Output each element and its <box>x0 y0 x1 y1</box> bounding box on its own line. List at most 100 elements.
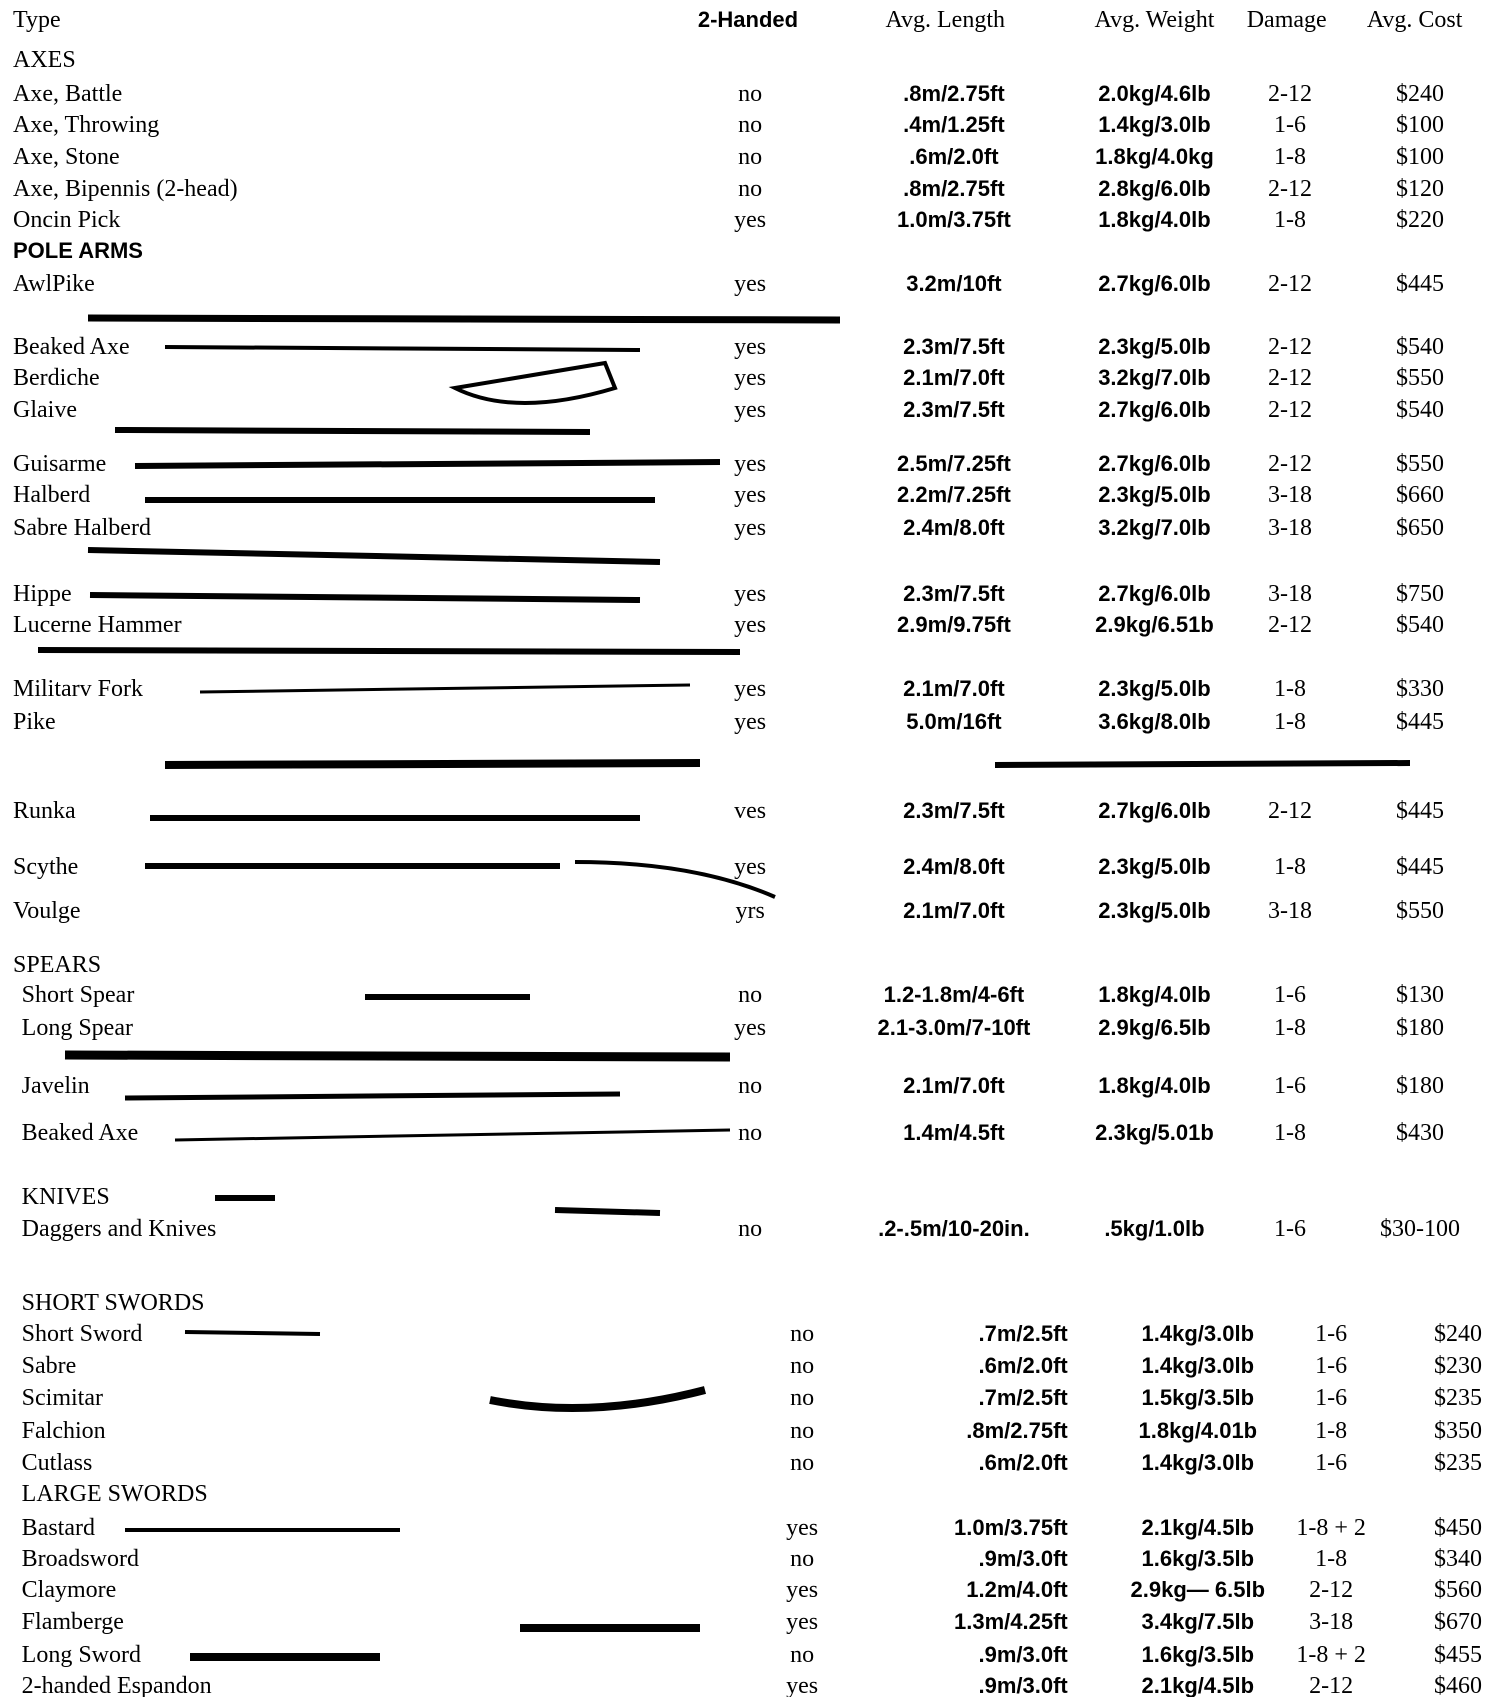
weapon-type: Short Spear <box>21 982 135 1009</box>
avg-weight: 3.2kg/7.0lb <box>1098 365 1211 391</box>
avg-cost: $220 <box>1396 207 1445 234</box>
avg-length: .4m/1.25ft <box>903 111 1005 137</box>
avg-cost: $460 <box>1433 1672 1482 1697</box>
avg-length: 2.1m/7.0ft <box>903 897 1005 923</box>
avg-cost: $235 <box>1433 1385 1482 1412</box>
avg-cost: $445 <box>1396 271 1445 297</box>
scythe-blade-drawing <box>574 860 776 899</box>
avg-cost: $30-100 <box>1380 1216 1461 1243</box>
avg-cost: $750 <box>1396 581 1445 608</box>
section-title: LARGE SWORDS <box>21 1480 208 1507</box>
avg-cost: $445 <box>1396 797 1445 824</box>
two-handed: yes <box>786 1608 819 1635</box>
two-handed: yes <box>734 854 767 881</box>
avg-weight: 1.8kg/4.0lb <box>1098 982 1211 1008</box>
damage: 1-8 <box>1315 1545 1348 1572</box>
damage: 1-6 <box>1273 982 1306 1009</box>
weapon-type: Bastard <box>21 1515 95 1542</box>
avg-cost: $560 <box>1433 1577 1482 1604</box>
weapon-type: Cutlass <box>21 1450 93 1477</box>
avg-length: .6m/2.0ft <box>978 1450 1068 1476</box>
two-handed: yes <box>734 708 767 735</box>
avg-cost: $670 <box>1433 1608 1482 1635</box>
avg-weight: 1.4kg/3.0lb <box>1141 1450 1255 1476</box>
avg-weight: 2.3kg/5.0lb <box>1098 897 1211 923</box>
avg-weight: 2.0kg/4.6lb <box>1098 81 1211 107</box>
damage: 1-8 <box>1273 207 1306 234</box>
weapon-type: Hippe <box>13 581 72 608</box>
two-handed: yes <box>734 450 767 477</box>
damage: 1-8 + 2 <box>1296 1642 1366 1669</box>
two-handed: yes <box>734 271 767 297</box>
avg-weight: 1.4kg/3.0lb <box>1098 111 1211 137</box>
damage: 1-6 <box>1273 1216 1306 1243</box>
damage: 3-18 <box>1267 897 1312 924</box>
javelin-drawing <box>124 1091 621 1101</box>
weapon-type: Militarv Fork <box>13 676 143 703</box>
avg-length: 2.5m/7.25ft <box>897 450 1011 476</box>
damage: 1-8 <box>1273 1014 1306 1041</box>
avg-weight: 3.2kg/7.0lb <box>1098 514 1211 540</box>
damage: 2-12 <box>1267 797 1312 824</box>
damage: 1-6 <box>1315 1321 1348 1348</box>
damage: 2-12 <box>1267 612 1312 639</box>
avg-weight: 1.8kg/4.0lb <box>1098 207 1211 233</box>
section-title: POLE ARMS <box>13 238 143 264</box>
two-handed: yes <box>734 482 767 509</box>
avg-length: .9m/3.0ft <box>978 1672 1068 1697</box>
damage: 1-8 + 2 <box>1296 1515 1366 1542</box>
avg-weight: 1.8kg/4.01b <box>1138 1417 1258 1443</box>
two-handed: yes <box>734 612 767 639</box>
weapon-type: Flamberge <box>21 1608 124 1635</box>
two-handed: yes <box>786 1515 819 1542</box>
avg-cost: $660 <box>1396 482 1445 509</box>
avg-length: 1.4m/4.5ft <box>903 1119 1005 1145</box>
weapon-type: Axe, Battle <box>13 81 123 108</box>
weapon-type: Oncin Pick <box>13 207 121 234</box>
avg-cost: $430 <box>1396 1119 1445 1146</box>
avg-cost: $445 <box>1396 708 1445 735</box>
two-handed: no <box>738 144 763 171</box>
damage: 1-6 <box>1315 1450 1348 1477</box>
two-handed: yes <box>734 396 767 423</box>
damage: 3-18 <box>1267 514 1312 541</box>
avg-length: 2.3m/7.5ft <box>903 333 1005 359</box>
avg-weight: 1.6kg/3.5lb <box>1141 1545 1255 1571</box>
damage: 1-8 <box>1273 1119 1306 1146</box>
avg-weight: 2.9kg— 6.5lb <box>1130 1577 1266 1603</box>
avg-weight: 2.7kg/6.0lb <box>1098 450 1211 476</box>
weapon-type: Sabre Halberd <box>13 514 151 541</box>
weapon-type: Berdiche <box>13 365 100 392</box>
avg-cost: $350 <box>1433 1417 1482 1444</box>
avg-cost: $230 <box>1433 1352 1482 1379</box>
two-handed: no <box>738 175 763 202</box>
two-handed: no <box>790 1450 815 1477</box>
avg-cost: $550 <box>1396 365 1445 392</box>
damage: 3-18 <box>1267 581 1312 608</box>
column-header: Avg. Length <box>885 6 1005 33</box>
avg-weight: 2.3kg/5.0lb <box>1098 482 1211 508</box>
two-handed: no <box>738 982 763 1009</box>
column-header: Avg. Cost <box>1366 6 1463 33</box>
avg-length: 2.2m/7.25ft <box>897 482 1011 508</box>
weapon-type: Claymore <box>21 1577 117 1604</box>
avg-length: 1.0m/3.75ft <box>954 1515 1068 1541</box>
weapon-type: Runka <box>13 797 76 824</box>
section-title: SPEARS <box>13 951 102 978</box>
avg-weight: 2.3kg/5.0lb <box>1098 676 1211 702</box>
avg-weight: .5kg/1.0lb <box>1104 1216 1205 1242</box>
damage: 1-6 <box>1315 1352 1348 1379</box>
avg-length: .6m/2.0ft <box>978 1352 1068 1378</box>
weapon-type: Long Sword <box>21 1642 142 1669</box>
avg-length: 1.0m/3.75ft <box>897 207 1011 233</box>
weapon-type: Long Spear <box>21 1014 133 1041</box>
weapon-type: Guisarme <box>13 450 107 477</box>
short-sword-drawing <box>184 1330 321 1336</box>
weapon-type: Pike <box>13 708 56 735</box>
avg-length: 2.3m/7.5ft <box>903 396 1005 422</box>
avg-length: 3.2m/10ft <box>906 271 1002 296</box>
two-handed: no <box>790 1385 815 1412</box>
two-handed: no <box>790 1321 815 1348</box>
two-handed: no <box>790 1417 815 1444</box>
avg-length: .9m/3.0ft <box>978 1642 1068 1668</box>
